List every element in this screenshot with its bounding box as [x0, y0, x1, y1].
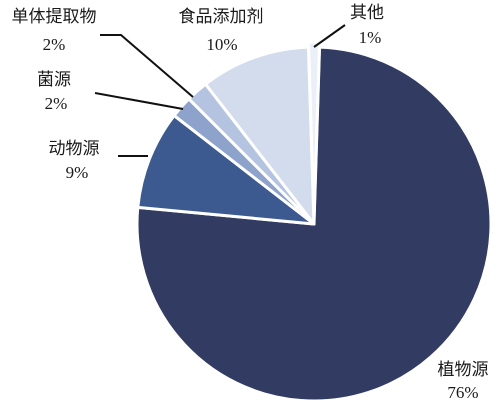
leader-line-4 [100, 34, 194, 98]
slice-name-label: 单体提取物 [12, 7, 97, 27]
leader-line-3 [94, 92, 184, 110]
slice-name-label: 动物源 [49, 139, 100, 159]
slice-name-label: 植物源 [438, 360, 489, 380]
pie-slice-2 [136, 114, 316, 226]
slice-percent-label: 9% [66, 163, 89, 182]
slice-percent-label: 2% [43, 35, 66, 54]
slice-percent-label: 1% [359, 28, 382, 47]
slice-name-label: 食品添加剂 [179, 7, 264, 27]
slice-percent-label: 10% [206, 35, 237, 54]
leader-line-6 [313, 24, 346, 48]
pie-slice-5 [204, 45, 316, 226]
slice-name-label: 菌源 [37, 70, 71, 90]
slice-name-label: 其他 [350, 3, 384, 23]
pie-slices [135, 40, 493, 403]
slice-percent-label: 2% [45, 94, 68, 113]
leader-lines [94, 24, 346, 157]
slice-percent-label: 76% [447, 383, 478, 402]
slice-labels: 植物源 76% 动物源 9% 菌源 2% 单体提取物 2% 食品添加剂 10% 其他 1% [12, 3, 489, 402]
